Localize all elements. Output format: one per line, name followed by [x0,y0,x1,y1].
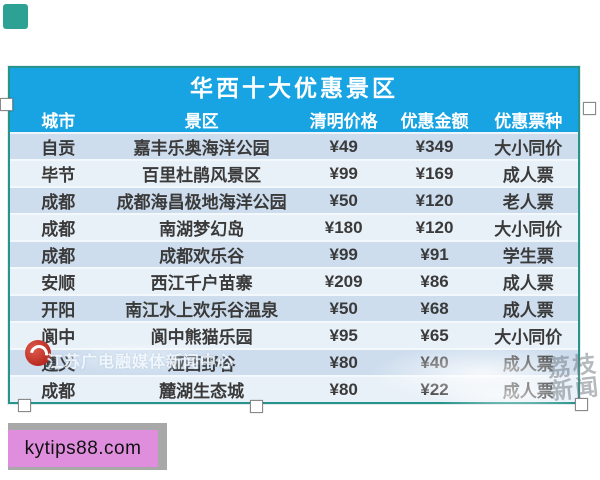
table-row: 成都 成都欢乐谷 ¥99 ¥91 学生票 [10,240,578,267]
table-cell: 南湖梦幻岛 [159,220,245,239]
media-watermark: 江苏广电融媒体新闻中心 [47,354,235,371]
table-cell: 西江千户苗寨 [150,274,253,293]
selection-handle-bottom-right[interactable] [575,398,588,411]
selection-handle-left[interactable] [0,98,13,111]
table-cell: ¥80 [329,379,358,399]
table-row: 阆中 阆中熊猫乐园 ¥95 ¥65 大小同价 [10,321,578,348]
table-cell: ¥50 [329,298,358,318]
column-header: 清明价格 [309,111,378,131]
table-cell: 成都 [41,382,76,401]
table-cell: 安顺 [41,274,76,293]
table-cell: 成都 [41,220,76,239]
selection-handle-right-top[interactable] [583,102,596,115]
table-row: 成都 成都海昌极地海洋公园 ¥50 ¥120 老人票 [10,186,578,213]
column-header: 景区 [184,111,219,131]
table-cell: 大小同价 [494,328,563,347]
selection-handle-bottom-center[interactable] [250,400,263,413]
table-cell: 遵义 [41,355,76,374]
table-cell: 百里杜鹃风景区 [142,166,262,185]
table-cell: 成都 [41,193,76,212]
table-row: 自贡 嘉丰乐奥海洋公园 ¥49 ¥349 大小同价 [10,134,578,159]
table-cell: ¥169 [415,163,454,183]
table-cell: 南江水上欢乐谷温泉 [125,301,279,320]
table-cell: 成都欢乐谷 [159,247,245,266]
table-cell: ¥209 [324,271,363,291]
table-cell: 成都 [41,247,76,266]
table-row: 毕节 百里杜鹃风景区 ¥99 ¥169 成人票 [10,159,578,186]
table-row: 成都 南湖梦幻岛 ¥180 ¥120 大小同价 [10,213,578,240]
selection-handle-bottom-left[interactable] [18,399,31,412]
table-cell: ¥22 [420,379,449,399]
table-cell: 成都海昌极地海洋公园 [116,193,287,212]
table-row: 成都 麓湖生态城 ¥80 ¥22 成人票 [10,375,578,402]
table-cell: ¥65 [420,325,449,345]
table-cell: ¥91 [420,244,449,264]
corner-watermark: 荔枝新闻 [546,350,600,405]
table-row: 安顺 西江千户苗寨 ¥209 ¥86 成人票 [10,267,578,294]
table-cell: 成人票 [502,274,554,293]
table-cell: ¥99 [329,163,358,183]
table-cell: 毕节 [41,166,76,185]
site-watermark-label: kytips88.com [24,437,142,459]
table-header-row: 城市 景区 清明价格 优惠金额 优惠票种 [10,106,578,134]
table-row: 开阳 南江水上欢乐谷温泉 ¥50 ¥68 成人票 [10,294,578,321]
table-cell: 老人票 [502,193,554,212]
table-cell: 大小同价 [494,139,563,158]
table-cell: 学生票 [502,247,554,266]
table-cell: 开阳 [41,301,76,320]
table-cell: ¥349 [415,136,454,156]
table-cell: 自贡 [41,139,76,158]
table-cell: ¥49 [329,136,358,156]
table-cell: ¥180 [324,217,363,237]
table-cell: 麓湖生态城 [159,382,245,401]
table-cell: ¥95 [329,325,358,345]
table-cell: 娅西野谷 [167,355,236,374]
table-cell: 阆中熊猫乐园 [150,328,253,347]
table-cell: 成人票 [502,301,554,320]
site-badge: kytips88.com [8,430,158,467]
column-header: 优惠票种 [494,111,563,131]
table-cell: ¥40 [420,352,449,372]
table-cell: ¥80 [329,352,358,372]
table-cell: 阆中 [41,328,76,347]
column-header: 优惠金额 [400,111,469,131]
table-cell: ¥99 [329,244,358,264]
table-cell: ¥120 [415,190,454,210]
column-header: 城市 [41,111,76,131]
table-cell: ¥86 [420,271,449,291]
table-cell: 成人票 [502,166,554,185]
table-cell: ¥50 [329,190,358,210]
media-logo-icon [25,340,51,366]
table-title: 华西十大优惠景区 [10,68,578,106]
table-cell: ¥68 [420,298,449,318]
table-cell: 嘉丰乐奥海洋公园 [133,139,270,158]
teal-corner-marker [3,4,28,29]
table-cell: 大小同价 [494,220,563,239]
table-cell: ¥120 [415,217,454,237]
